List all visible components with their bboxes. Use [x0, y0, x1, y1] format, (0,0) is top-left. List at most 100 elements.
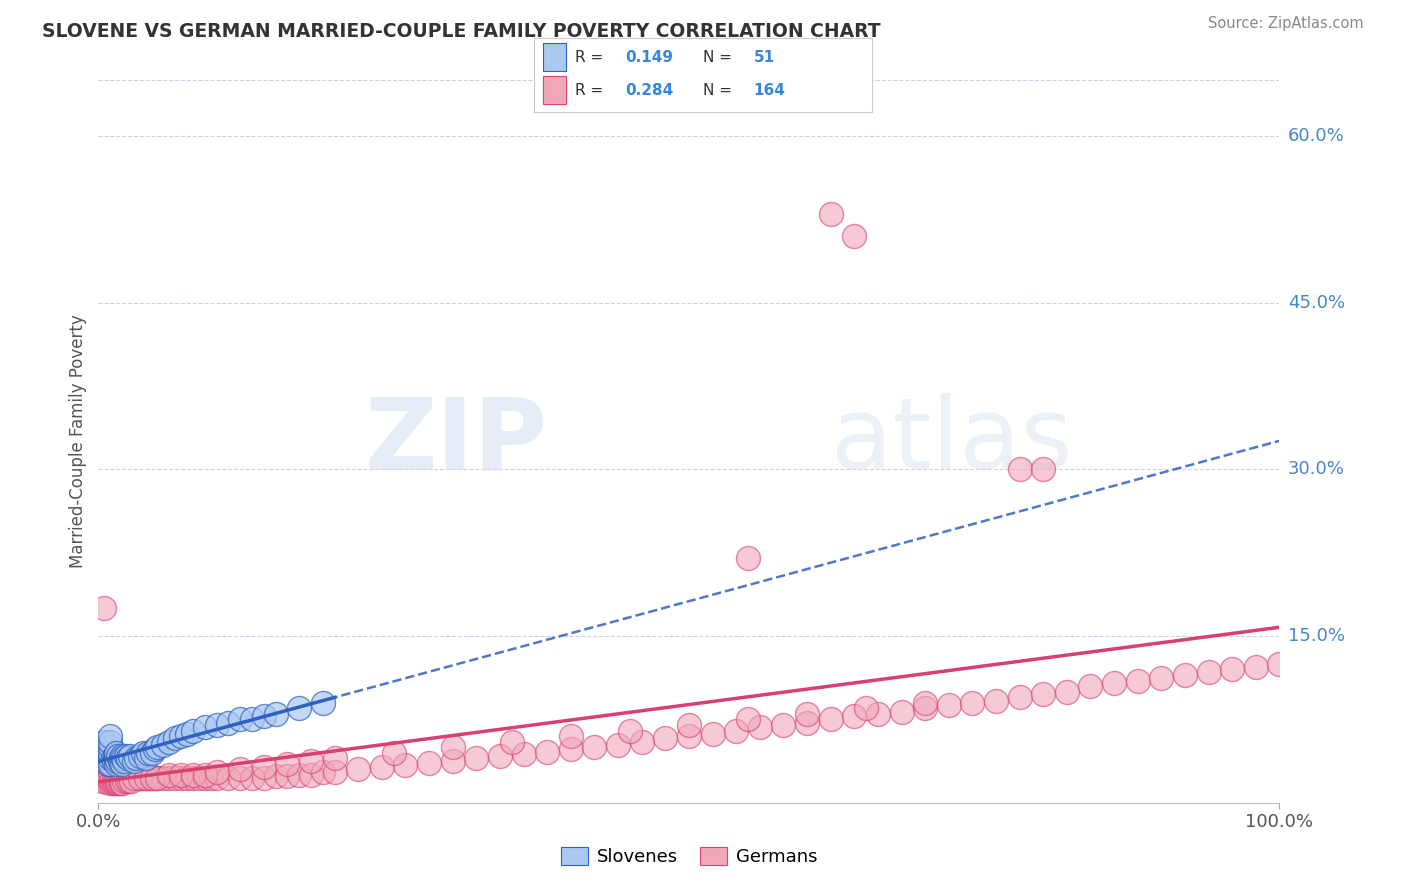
Point	[103, 773, 125, 788]
Point	[962, 696, 984, 710]
Point	[146, 740, 169, 755]
Legend: Slovenes, Germans: Slovenes, Germans	[554, 839, 824, 873]
Point	[560, 742, 582, 756]
Point	[1008, 690, 1031, 705]
Point	[96, 768, 118, 782]
Point	[253, 709, 276, 723]
Point	[118, 773, 141, 788]
Point	[98, 768, 121, 782]
Point	[98, 734, 121, 748]
Text: 15.0%: 15.0%	[1288, 627, 1344, 645]
Point	[93, 768, 115, 782]
Point	[112, 769, 135, 783]
Text: 0.284: 0.284	[626, 83, 673, 98]
Point	[276, 769, 298, 783]
Point	[122, 754, 145, 768]
Point	[104, 749, 127, 764]
Point	[107, 776, 129, 790]
Point	[200, 772, 222, 786]
Point	[678, 729, 700, 743]
Point	[382, 746, 405, 760]
Point	[152, 738, 174, 752]
Point	[866, 706, 889, 721]
Point	[181, 768, 204, 782]
Point	[108, 768, 131, 782]
Point	[143, 772, 166, 786]
Point	[128, 749, 150, 764]
Point	[112, 751, 135, 765]
Point	[111, 749, 134, 764]
Point	[114, 772, 136, 786]
Point	[122, 768, 145, 782]
Point	[288, 768, 311, 782]
Bar	[543, 44, 567, 71]
Text: 51: 51	[754, 50, 775, 65]
Point	[844, 228, 866, 243]
Point	[117, 772, 139, 786]
Point	[107, 772, 129, 786]
Point	[187, 772, 209, 786]
Point	[1150, 671, 1173, 685]
Y-axis label: Married-Couple Family Poverty: Married-Couple Family Poverty	[69, 315, 87, 568]
Point	[938, 698, 960, 712]
Point	[104, 767, 127, 781]
Text: 0.149: 0.149	[626, 50, 673, 65]
Point	[820, 713, 842, 727]
Point	[94, 768, 117, 782]
Point	[93, 756, 115, 771]
Point	[105, 754, 128, 768]
Point	[1126, 673, 1149, 688]
Point	[194, 772, 217, 786]
Text: ZIP: ZIP	[364, 393, 547, 490]
Point	[1174, 668, 1197, 682]
Point	[1198, 665, 1220, 679]
Point	[122, 772, 145, 786]
Text: 45.0%: 45.0%	[1288, 293, 1346, 311]
Point	[1008, 462, 1031, 476]
Point	[121, 772, 143, 786]
Point	[98, 746, 121, 760]
Point	[1080, 679, 1102, 693]
Point	[101, 767, 124, 781]
Point	[371, 760, 394, 774]
Point	[105, 767, 128, 781]
Point	[142, 772, 165, 786]
Point	[855, 701, 877, 715]
Point	[117, 751, 139, 765]
Text: R =: R =	[575, 50, 603, 65]
Point	[93, 763, 115, 777]
Point	[141, 772, 163, 786]
Point	[844, 709, 866, 723]
Point	[264, 706, 287, 721]
Point	[1268, 657, 1291, 671]
Point	[1102, 675, 1125, 690]
Point	[98, 760, 121, 774]
Point	[536, 745, 558, 759]
Point	[737, 551, 759, 566]
Point	[152, 772, 174, 786]
Point	[120, 769, 142, 783]
Point	[489, 749, 512, 764]
Point	[136, 772, 159, 786]
Point	[748, 720, 770, 734]
Point	[98, 746, 121, 760]
Point	[107, 767, 129, 781]
Text: 60.0%: 60.0%	[1288, 127, 1344, 145]
Point	[97, 756, 120, 771]
Point	[181, 723, 204, 738]
Point	[118, 772, 141, 786]
Point	[678, 718, 700, 732]
Point	[323, 764, 346, 779]
Point	[105, 751, 128, 765]
Point	[607, 738, 630, 752]
Point	[229, 763, 252, 777]
Point	[229, 772, 252, 786]
Point	[176, 727, 198, 741]
Text: atlas: atlas	[831, 393, 1073, 490]
Point	[240, 772, 263, 786]
Point	[135, 772, 157, 786]
Point	[108, 776, 131, 790]
Point	[240, 713, 263, 727]
Text: R =: R =	[575, 83, 603, 98]
Point	[136, 746, 159, 760]
